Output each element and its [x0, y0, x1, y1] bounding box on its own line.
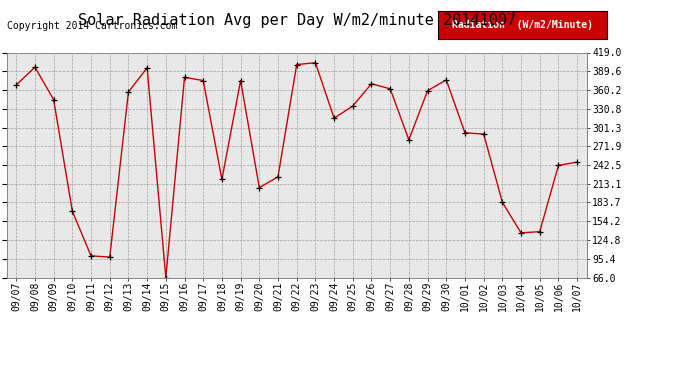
Text: Copyright 2014 Cartronics.com: Copyright 2014 Cartronics.com	[7, 21, 177, 31]
Text: Radiation  (W/m2/Minute): Radiation (W/m2/Minute)	[452, 20, 593, 30]
Text: Solar Radiation Avg per Day W/m2/minute 20141007: Solar Radiation Avg per Day W/m2/minute …	[78, 13, 515, 28]
